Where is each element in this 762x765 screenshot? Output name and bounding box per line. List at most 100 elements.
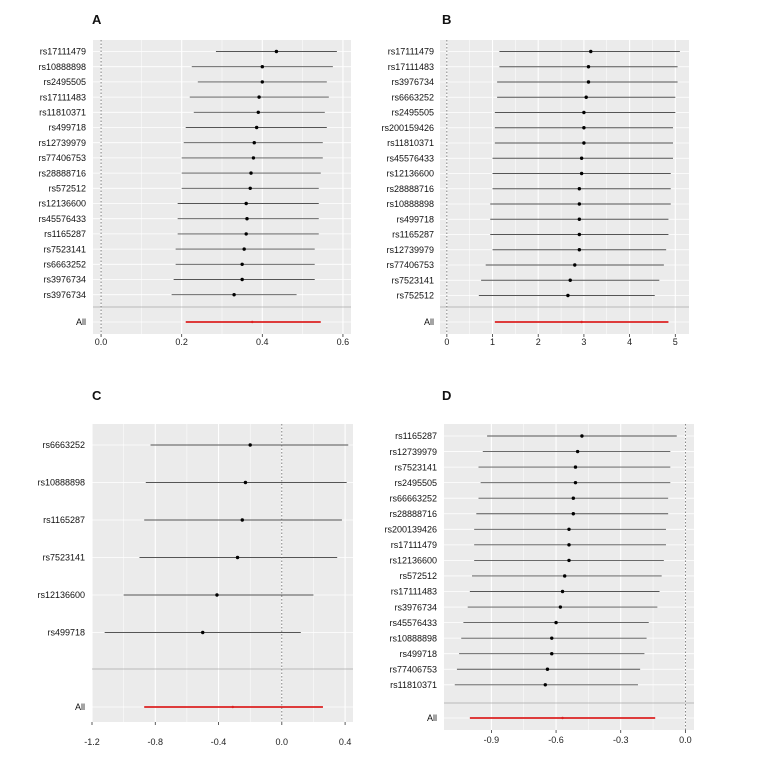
point-estimate: [579, 156, 584, 160]
point-estimate: [274, 49, 279, 54]
row-label: rs6663252: [42, 440, 85, 450]
row-label: rs10888898: [386, 199, 434, 209]
point-estimate: [254, 125, 259, 130]
point-estimate: [251, 156, 256, 160]
row-label: rs3976734: [43, 275, 86, 285]
overall-label: All: [76, 317, 86, 327]
point-estimate: [248, 443, 252, 447]
point-estimate: [586, 65, 591, 69]
point-estimate: [245, 217, 249, 221]
row-label: rs1165287: [395, 431, 437, 441]
point-estimate: [579, 171, 584, 176]
row-label: rs572512: [48, 184, 86, 194]
row-label: rs28888716: [386, 184, 434, 194]
row-label: rs17111479: [40, 47, 86, 57]
x-tick-label: -1.2: [84, 737, 100, 747]
overall-estimate: [251, 320, 254, 324]
x-tick-label: -0.3: [613, 735, 629, 745]
point-estimate: [558, 605, 563, 609]
row-label: rs17111479: [391, 540, 437, 550]
point-estimate: [550, 652, 554, 656]
row-label: rs7523141: [391, 275, 434, 285]
point-estimate: [256, 110, 260, 115]
row-label: rs17111483: [391, 587, 437, 597]
point-estimate: [571, 512, 576, 516]
point-estimate: [573, 263, 577, 267]
row-label: rs12136600: [389, 556, 437, 566]
point-estimate: [244, 232, 248, 236]
row-label: rs10888898: [38, 62, 86, 72]
point-estimate: [577, 187, 582, 191]
row-label: rs10888898: [389, 633, 437, 643]
row-label: rs7523141: [43, 244, 86, 254]
x-tick-label: 1: [490, 337, 495, 347]
point-estimate: [554, 620, 558, 625]
row-label: rs77406753: [389, 664, 437, 674]
point-estimate: [242, 247, 246, 251]
row-label: rs7523141: [42, 553, 85, 563]
row-label: rs1165287: [44, 229, 86, 239]
row-label: rs3976734: [391, 77, 434, 87]
row-label: rs3976734: [43, 290, 86, 300]
point-estimate: [584, 95, 588, 99]
point-estimate: [589, 49, 593, 54]
point-estimate: [244, 201, 248, 206]
panel-letter: B: [442, 12, 451, 27]
point-estimate: [201, 630, 205, 635]
overall-label: All: [424, 317, 434, 327]
panel-letter: D: [442, 388, 451, 403]
x-tick-label: 3: [581, 337, 586, 347]
point-estimate: [567, 527, 571, 531]
point-estimate: [582, 110, 586, 115]
panel-letter: C: [92, 388, 102, 403]
row-label: rs7523141: [394, 462, 437, 472]
row-label: rs77406753: [38, 153, 86, 163]
overall-estimate: [580, 320, 583, 324]
row-label: rs200159426: [381, 123, 434, 133]
point-estimate: [260, 80, 265, 84]
row-label: rs12136600: [38, 199, 86, 209]
point-estimate: [586, 80, 591, 84]
overall-estimate: [561, 716, 564, 720]
row-label: rs499718: [47, 628, 85, 638]
x-tick-label: -0.8: [148, 737, 164, 747]
x-tick-label: 0.4: [256, 337, 269, 347]
point-estimate: [560, 589, 565, 594]
x-tick-label: -0.9: [484, 735, 500, 745]
row-label: rs12739979: [38, 138, 86, 148]
point-estimate: [550, 636, 554, 640]
row-label: rs12136600: [37, 590, 85, 600]
overall-label: All: [75, 702, 85, 712]
point-estimate: [240, 277, 244, 282]
row-label: rs572512: [399, 571, 437, 581]
point-estimate: [573, 480, 578, 485]
point-estimate: [240, 518, 244, 522]
row-label: rs28888716: [389, 509, 437, 519]
point-estimate: [215, 593, 219, 597]
row-label: rs11810371: [387, 138, 434, 148]
point-estimate: [577, 217, 582, 221]
row-label: rs499718: [48, 123, 86, 133]
point-estimate: [567, 558, 571, 563]
row-label: rs1165287: [392, 230, 434, 240]
point-estimate: [567, 543, 571, 547]
row-label: rs17111483: [40, 92, 86, 102]
point-estimate: [232, 293, 236, 297]
x-tick-label: -0.6: [548, 735, 564, 745]
point-estimate: [252, 141, 256, 145]
row-label: rs12739979: [386, 245, 434, 255]
overall-label: All: [427, 713, 437, 723]
row-label: rs2495505: [43, 77, 86, 87]
x-tick-label: 5: [673, 337, 678, 347]
x-tick-label: 0.0: [276, 737, 289, 747]
point-estimate: [580, 434, 584, 438]
row-label: rs11810371: [390, 680, 437, 690]
x-tick-label: 0.2: [175, 337, 188, 347]
row-label: rs2495505: [391, 108, 434, 118]
row-label: rs17111479: [388, 47, 434, 57]
point-estimate: [562, 574, 567, 578]
